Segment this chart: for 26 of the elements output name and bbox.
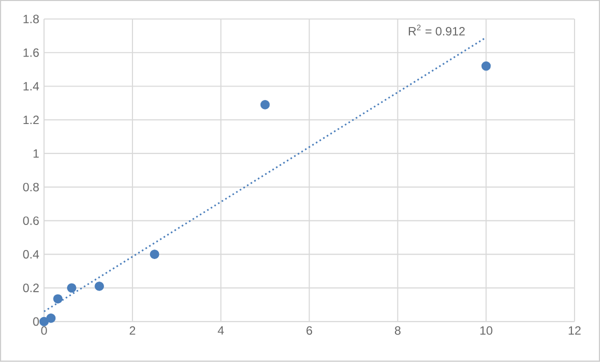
annotation: R$^{2}$ = 0.912 (408, 24, 465, 36)
y-tick-label: 0.4 (23, 250, 39, 259)
point (46, 314, 56, 323)
x-tick-label: 0 (41, 326, 47, 335)
x-tick-label: 10 (480, 326, 492, 335)
y-tick-label: 1 (34, 149, 39, 158)
y-tick-label: 0.6 (23, 216, 39, 226)
y-tick-label: 0 (33, 317, 39, 326)
point (150, 250, 160, 260)
point (53, 294, 63, 304)
y-tick-label: 1.6 (24, 48, 39, 57)
y-tick-label: 1.4 (24, 82, 39, 90)
x-tick-label: 8 (394, 326, 401, 335)
point (481, 62, 491, 71)
y-tick-label: 0.2 (23, 284, 39, 292)
x-tick-label: 12 (568, 326, 581, 335)
point (260, 100, 270, 110)
point (94, 282, 104, 292)
point (67, 283, 76, 293)
point (39, 317, 49, 326)
y-tick-label: 1.8 (24, 14, 39, 24)
y-tick-label: 0.8 (23, 182, 39, 192)
y-tick-label: 1.2 (24, 116, 39, 124)
x-tick-label: 6 (306, 326, 312, 335)
x-tick-label: 4 (218, 326, 224, 335)
x-tick-label: 2 (130, 326, 136, 335)
